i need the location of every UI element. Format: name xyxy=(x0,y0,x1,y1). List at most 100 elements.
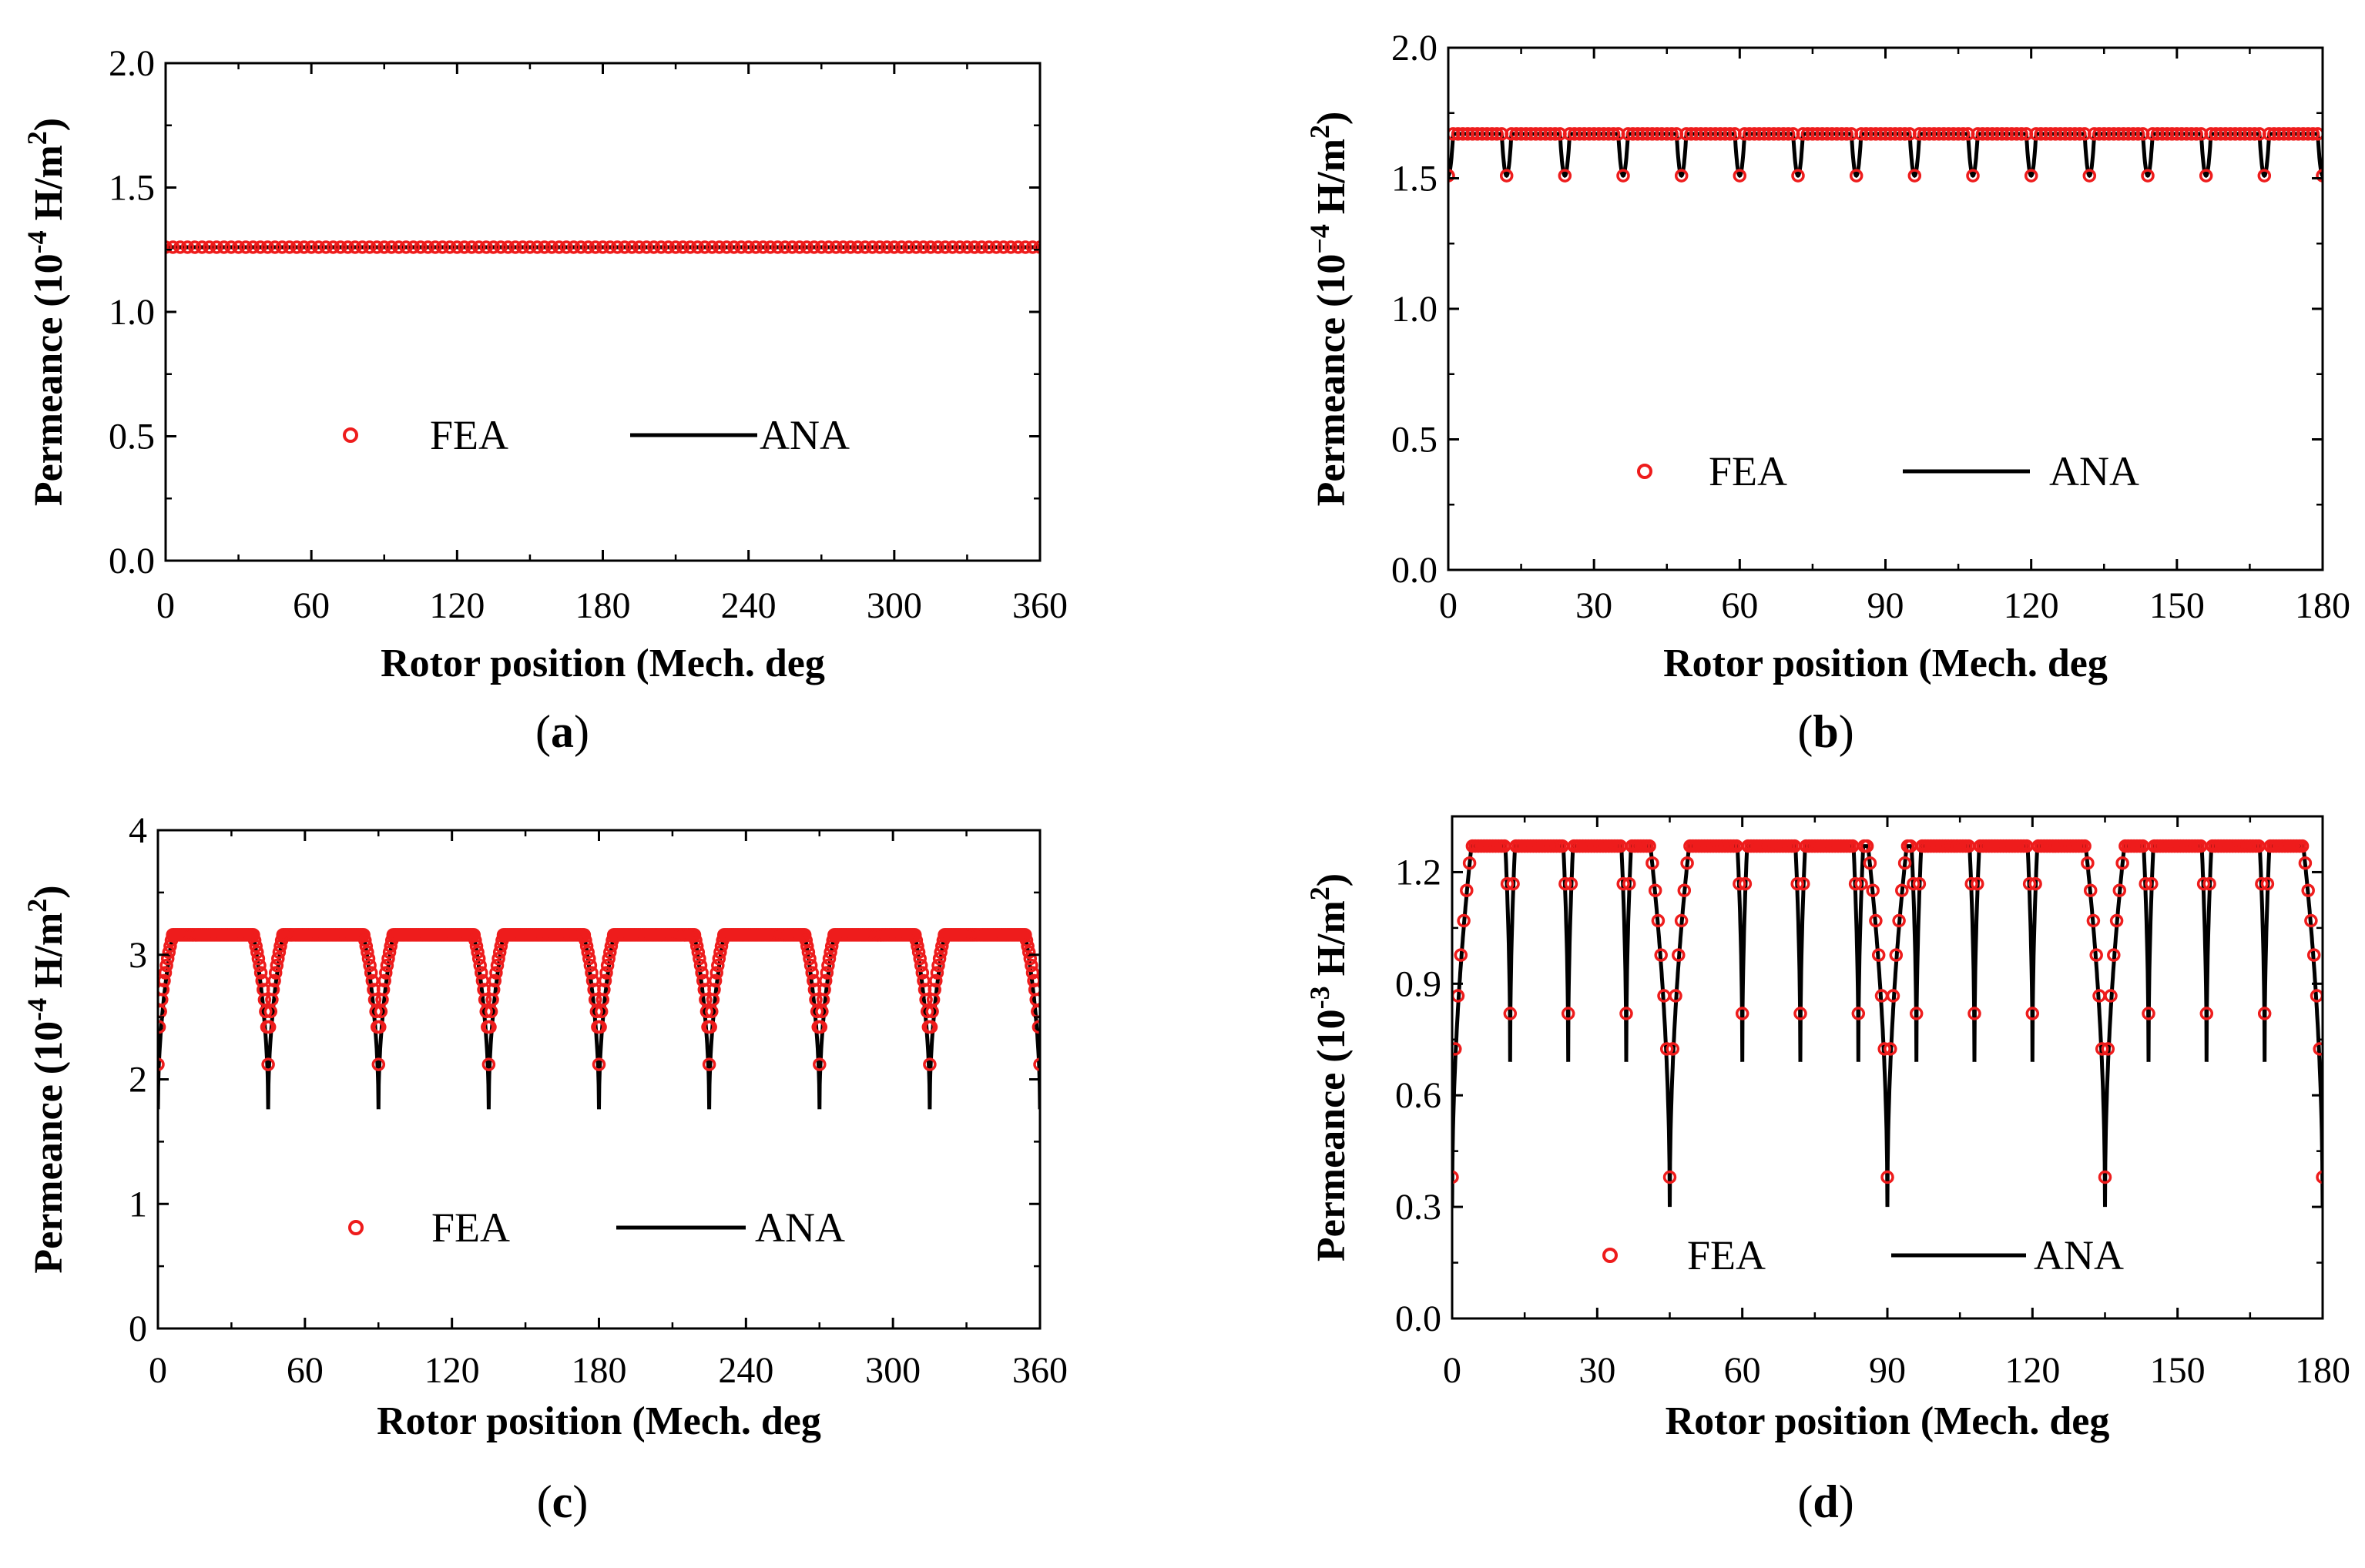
fea-series-markers xyxy=(158,928,1040,1071)
y-tick-label: 1.5 xyxy=(1391,159,1437,199)
fea-marker xyxy=(1907,169,1922,183)
fea-marker xyxy=(2109,913,2124,928)
fea-marker xyxy=(699,1004,714,1019)
fea-marker xyxy=(481,1057,496,1071)
fea-marker xyxy=(693,951,706,966)
x-tick-label: 240 xyxy=(718,1350,773,1391)
fea-marker xyxy=(159,958,173,973)
fea-marker xyxy=(188,240,202,254)
fea-marker xyxy=(210,240,223,254)
fea-marker xyxy=(720,240,734,254)
fea-marker xyxy=(559,240,573,254)
fea-marker xyxy=(1877,1042,1891,1056)
fea-marker xyxy=(2145,876,2159,891)
fea-marker xyxy=(2196,876,2211,891)
x-tick-label: 180 xyxy=(2295,585,2350,626)
y-tick-label: 1.0 xyxy=(109,292,155,333)
fea-marker xyxy=(363,958,377,973)
fea-marker xyxy=(2247,127,2262,141)
x-tick-label: 0 xyxy=(1439,585,1458,626)
fea-marker xyxy=(1790,876,1804,891)
fea-marker xyxy=(807,973,820,988)
fea-marker xyxy=(251,951,266,966)
x-tick-label: 120 xyxy=(2004,1350,2060,1391)
fea-marker xyxy=(592,1057,606,1071)
fea-marker xyxy=(458,240,471,254)
fea-marker xyxy=(2306,948,2321,962)
fea-marker xyxy=(1863,856,1877,870)
fea-marker xyxy=(880,240,894,254)
fea-marker xyxy=(391,240,406,254)
fea-marker xyxy=(1971,876,1984,891)
fea-marker xyxy=(491,951,505,966)
legend: FEA ANA xyxy=(348,1204,845,1251)
fea-marker xyxy=(414,240,428,254)
fea-marker xyxy=(696,973,710,988)
fea-marker xyxy=(913,951,927,966)
fea-marker xyxy=(2078,839,2092,853)
fea-marker xyxy=(166,240,180,254)
fea-marker xyxy=(1912,876,1927,891)
x-tick-label: 90 xyxy=(1869,1350,1906,1391)
fea-marker xyxy=(247,933,262,947)
fea-marker xyxy=(2086,913,2101,928)
fea-marker xyxy=(2189,127,2203,141)
fea-marker xyxy=(915,966,930,980)
fea-marker xyxy=(741,240,756,254)
fea-marker xyxy=(2024,169,2038,183)
fea-marker xyxy=(1645,856,1659,870)
fea-marker xyxy=(654,240,668,254)
fea-marker xyxy=(1619,1007,1633,1020)
fea-marker xyxy=(1665,127,1679,141)
fea-marker xyxy=(923,1057,937,1071)
y-axis-title-suffix: ) xyxy=(27,885,71,898)
fea-marker xyxy=(501,240,515,254)
fea-marker xyxy=(1892,913,1906,928)
legend-fea-marker xyxy=(343,427,358,443)
fea-marker xyxy=(2095,1042,2109,1056)
legend: FEA ANA xyxy=(1602,1232,2124,1278)
fea-marker xyxy=(850,240,865,254)
fea-marker xyxy=(435,240,450,254)
fea-marker xyxy=(275,240,290,254)
fea-marker xyxy=(1733,876,1746,891)
fea-marker xyxy=(953,240,967,254)
fea-marker xyxy=(486,240,501,254)
fea-marker xyxy=(710,966,723,980)
fea-marker xyxy=(1648,883,1662,897)
fea-series-markers xyxy=(1448,127,2323,183)
fea-marker xyxy=(552,240,566,254)
fea-marker xyxy=(1448,169,1455,183)
fea-marker xyxy=(598,973,612,988)
fea-marker xyxy=(610,240,625,254)
fea-marker xyxy=(1889,948,1904,962)
fea-marker xyxy=(589,240,602,254)
fea-marker xyxy=(1674,169,1689,183)
fea-marker xyxy=(334,240,347,254)
fea-marker xyxy=(807,240,821,254)
fea-marker xyxy=(911,939,924,953)
fea-marker xyxy=(865,240,880,254)
x-tick-label: 360 xyxy=(1012,1350,1068,1391)
x-tick-label: 150 xyxy=(2150,1350,2206,1391)
fea-marker xyxy=(989,240,1004,254)
chart-c: 0 60 120 180 240 300 360 0 1 2 3 4 Rotor position (M… xyxy=(22,810,1068,1527)
x-tick-label: 120 xyxy=(424,1350,480,1391)
fea-marker xyxy=(1018,240,1032,254)
fea-marker xyxy=(443,240,457,254)
fea-marker xyxy=(2014,127,2028,141)
fea-marker xyxy=(272,945,287,960)
fea-marker xyxy=(1666,1042,1680,1056)
fea-marker xyxy=(253,966,268,980)
y-tick-label: 2 xyxy=(129,1060,147,1101)
legend-ana-label: ANA xyxy=(2049,448,2139,494)
fea-marker xyxy=(370,240,384,254)
legend-fea-marker xyxy=(348,1220,364,1235)
legend-fea-label: FEA xyxy=(431,1204,510,1251)
fea-marker xyxy=(749,240,763,254)
fea-marker xyxy=(1854,876,1868,891)
y-axis-title-unit-exponent: 2 xyxy=(1304,125,1335,139)
y-axis-title-suffix: ) xyxy=(27,118,71,131)
fea-marker xyxy=(1966,169,1980,183)
fea-marker xyxy=(1025,240,1040,254)
